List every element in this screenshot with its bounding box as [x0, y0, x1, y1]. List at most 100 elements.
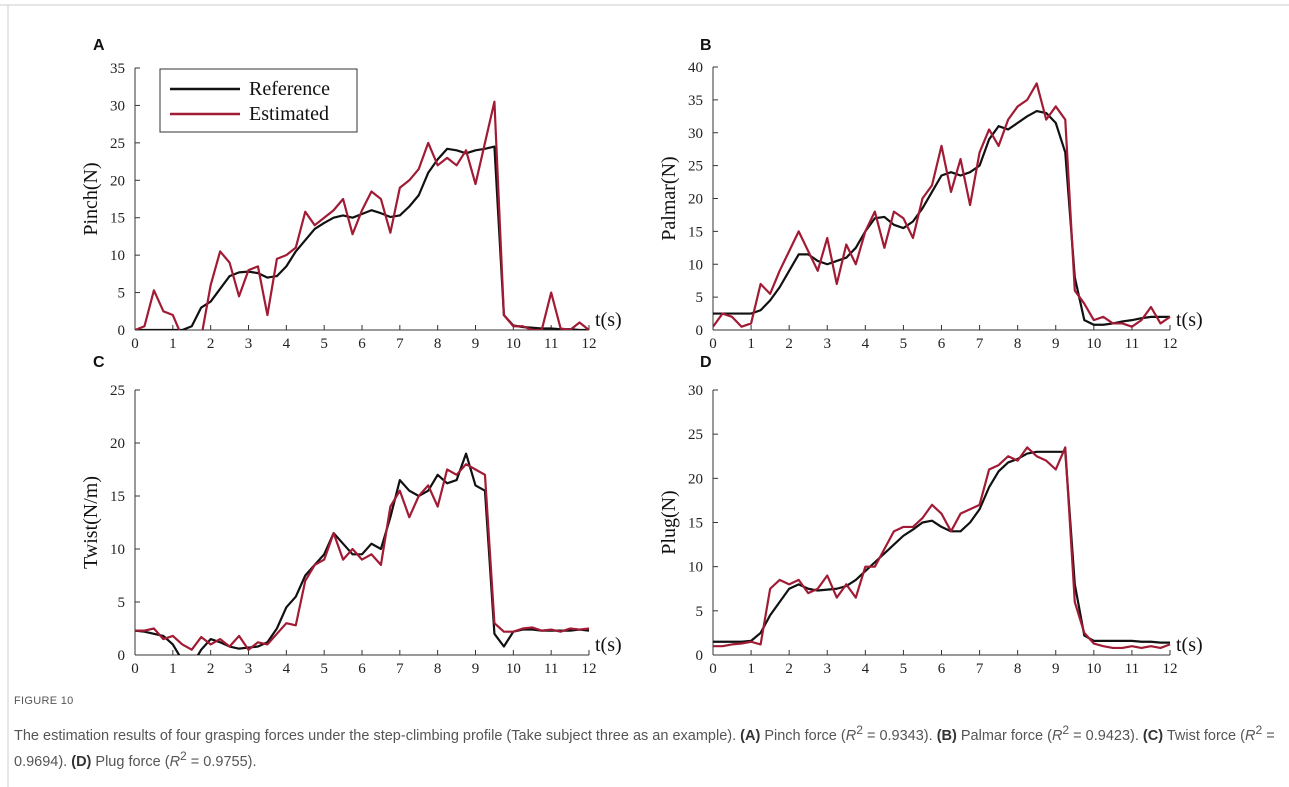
caption-run: = 0.9694). — [14, 727, 1275, 770]
x-tick-label: 3 — [824, 661, 832, 677]
x-tick-label: 6 — [938, 661, 946, 677]
x-tick-label: 10 — [506, 336, 521, 352]
legend-label: Reference — [249, 78, 330, 100]
y-axis-label: Twist(N/m) — [80, 476, 102, 569]
x-axis-label: t(s) — [1176, 309, 1203, 331]
caption-run: = 0.9343). — [862, 727, 937, 744]
y-tick-label: 20 — [110, 173, 125, 189]
figure-caption: The estimation results of four grasping … — [14, 720, 1279, 772]
series-line — [135, 145, 589, 330]
x-tick-label: 3 — [245, 336, 253, 352]
caption-run: 2 — [1255, 723, 1263, 737]
series-line — [135, 100, 590, 330]
y-tick-label: 0 — [118, 648, 126, 664]
x-tick-label: 7 — [396, 661, 404, 677]
x-tick-label: 2 — [785, 336, 793, 352]
x-tick-label: 2 — [207, 336, 215, 352]
x-tick-label: 9 — [472, 336, 480, 352]
x-tick-label: 7 — [396, 336, 404, 352]
y-axis-label: Pinch(N) — [80, 162, 102, 235]
x-tick-label: 10 — [1086, 661, 1101, 677]
panel-label: B — [700, 37, 712, 54]
y-tick-label: 10 — [688, 257, 703, 273]
series-line — [713, 450, 1170, 644]
caption-run: (A) — [740, 727, 761, 744]
x-tick-label: 2 — [785, 661, 793, 677]
y-tick-label: 25 — [110, 136, 125, 152]
caption-run: The estimation results of four grasping … — [14, 727, 741, 744]
y-axis-label: Plug(N) — [658, 490, 680, 554]
series-line — [713, 82, 1171, 328]
x-axis-label: t(s) — [1176, 634, 1203, 656]
y-tick-label: 5 — [118, 595, 126, 611]
x-tick-label: 5 — [320, 336, 328, 352]
caption-run: 2 — [180, 748, 187, 763]
x-tick-label: 7 — [976, 661, 984, 677]
x-tick-label: 10 — [1086, 336, 1101, 352]
caption-run: = 0.9755). — [186, 753, 257, 770]
y-tick-label: 35 — [688, 93, 703, 109]
x-tick-label: 1 — [747, 661, 755, 677]
x-tick-label: 3 — [824, 336, 832, 352]
y-tick-label: 20 — [688, 471, 703, 487]
x-tick-label: 9 — [472, 661, 480, 677]
series-line — [135, 463, 590, 651]
x-tick-label: 0 — [131, 336, 139, 352]
x-tick-label: 5 — [900, 336, 908, 352]
caption-run: Palmar force ( — [956, 727, 1052, 744]
legend-label: Estimated — [249, 103, 329, 125]
y-tick-label: 0 — [118, 323, 126, 339]
x-tick-label: 3 — [245, 661, 253, 677]
caption-run: = 0.9423). — [1069, 727, 1143, 744]
y-tick-label: 10 — [110, 248, 125, 264]
caption-run: R — [1244, 727, 1256, 744]
series-line — [713, 109, 1170, 326]
y-tick-label: 5 — [118, 286, 126, 302]
x-tick-label: 12 — [1163, 336, 1178, 352]
x-tick-label: 12 — [582, 336, 597, 352]
x-tick-label: 0 — [131, 661, 139, 677]
y-tick-label: 15 — [688, 224, 703, 240]
y-tick-label: 20 — [688, 192, 703, 208]
x-tick-label: 2 — [207, 661, 215, 677]
y-tick-label: 10 — [688, 560, 703, 576]
caption-run: (B) — [936, 727, 957, 744]
x-tick-label: 5 — [900, 661, 908, 677]
x-tick-label: 6 — [358, 661, 366, 677]
x-tick-label: 0 — [709, 661, 717, 677]
y-tick-label: 25 — [688, 159, 703, 175]
caption-run: Plug force ( — [91, 753, 170, 770]
x-tick-label: 11 — [1125, 336, 1139, 352]
x-tick-label: 6 — [938, 336, 946, 352]
y-tick-label: 30 — [688, 383, 703, 399]
y-tick-label: 30 — [110, 98, 125, 114]
y-tick-label: 15 — [688, 516, 703, 532]
caption-run: R — [845, 727, 857, 744]
x-tick-label: 12 — [1163, 661, 1178, 677]
y-tick-label: 30 — [688, 126, 703, 142]
x-tick-label: 8 — [1014, 336, 1022, 352]
x-tick-label: 10 — [506, 661, 521, 677]
caption-run: 2 — [856, 723, 863, 737]
y-tick-label: 40 — [688, 60, 703, 76]
y-tick-label: 15 — [110, 211, 125, 227]
legend-box — [159, 68, 358, 133]
figure-label: FIGURE 10 — [14, 695, 74, 707]
x-tick-label: 1 — [169, 336, 177, 352]
x-axis-label: t(s) — [595, 309, 622, 331]
caption-run: (D) — [71, 753, 92, 770]
y-tick-label: 10 — [110, 542, 125, 558]
x-tick-label: 1 — [169, 661, 177, 677]
x-tick-label: 8 — [434, 336, 442, 352]
caption-run: Twist force ( — [1163, 727, 1245, 744]
y-tick-label: 25 — [688, 427, 703, 443]
y-tick-label: 25 — [110, 383, 125, 399]
x-tick-label: 11 — [1125, 661, 1139, 677]
y-tick-label: 20 — [110, 436, 125, 452]
panel-label: C — [93, 354, 105, 371]
x-tick-label: 8 — [434, 661, 442, 677]
caption-run: (C) — [1142, 727, 1164, 744]
caption-run: Pinch force ( — [760, 727, 846, 744]
caption-run: R — [169, 753, 181, 770]
